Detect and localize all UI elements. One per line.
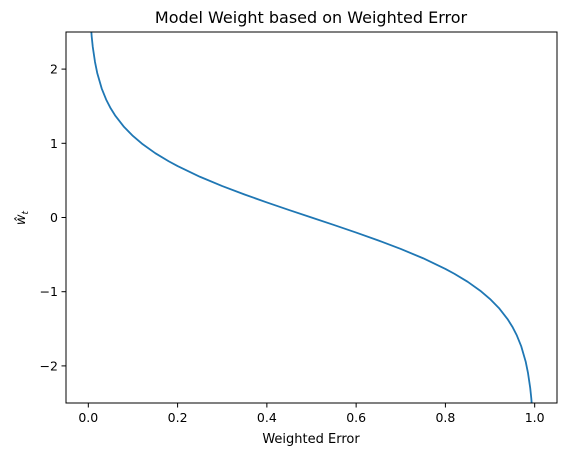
series-line-0 bbox=[90, 32, 533, 403]
x-tick-label: 0.0 bbox=[78, 410, 98, 425]
y-tick-label: 1 bbox=[50, 136, 58, 151]
y-axis-label-subscript: t bbox=[21, 210, 31, 214]
x-tick-label: 0.4 bbox=[257, 410, 277, 425]
x-axis: 0.0 0.2 0.4 0.6 0.8 1.0 bbox=[78, 403, 545, 425]
y-tick-label: 0 bbox=[50, 210, 58, 225]
x-tick-label: 0.2 bbox=[168, 410, 188, 425]
y-axis-label-main: ŵ bbox=[14, 214, 29, 225]
x-axis-label: Weighted Error bbox=[262, 432, 360, 447]
series-layer bbox=[90, 32, 533, 403]
y-tick-label: 2 bbox=[50, 62, 58, 77]
y-axis: −2 −1 0 1 2 bbox=[40, 62, 66, 373]
y-axis-label: ŵt bbox=[14, 210, 31, 225]
x-tick-label: 1.0 bbox=[525, 410, 545, 425]
y-tick-label: −2 bbox=[40, 358, 58, 373]
y-tick-label: −1 bbox=[40, 284, 58, 299]
x-tick-label: 0.6 bbox=[346, 410, 366, 425]
x-tick-label: 0.8 bbox=[435, 410, 455, 425]
chart-title: Model Weight based on Weighted Error bbox=[155, 8, 468, 27]
